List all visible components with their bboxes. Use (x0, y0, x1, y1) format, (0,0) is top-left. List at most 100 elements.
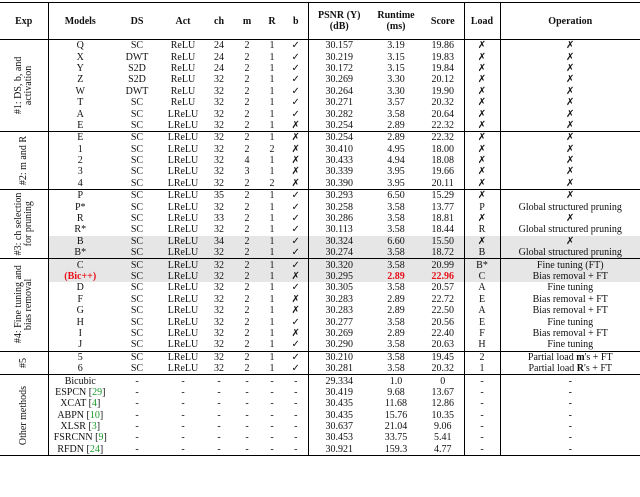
table-cell: 32 (214, 97, 224, 109)
table-cell: 2 (244, 316, 250, 328)
table-cell: 2 (234, 350, 260, 363)
table-row: #3: ch selection for pruning P SC LReLU 35 2 1… (0, 189, 640, 260)
table-cell: 3.58 (387, 201, 405, 213)
table-cell: 30.320 (308, 258, 370, 271)
table-cell: LReLU (162, 235, 204, 248)
table-cell: 32 (214, 305, 224, 317)
table-cell: 32 (214, 74, 224, 86)
table-cell: ✓ (284, 247, 309, 259)
column-header: m (234, 2, 260, 40)
table-cell: ✗ (464, 235, 501, 248)
table-cell: 20.63 (422, 339, 465, 352)
table-cell: 19.83 (422, 51, 465, 63)
table-cell: 2 (464, 350, 501, 363)
table-cell: ✗ (464, 74, 501, 86)
citation: 3 (86, 421, 100, 432)
table-cell: - (245, 398, 249, 410)
table-cell: 2 (244, 177, 250, 189)
table-cell: LReLU (167, 224, 199, 236)
table-cell: Partial load m's + FT (500, 350, 640, 363)
table-cell: 2 (244, 85, 250, 97)
table-cell: 2 (234, 189, 260, 202)
column-header: Runtime (ms) (370, 2, 422, 40)
table-cell: 2 (244, 213, 250, 225)
table-cell: ✗ (464, 131, 501, 144)
table-cell: 3.58 (387, 224, 405, 236)
table-cell: S2D (128, 74, 146, 86)
table-cell: 2 (244, 293, 250, 305)
table-cell: 30.254 (308, 131, 370, 144)
table-cell: 29.334 (308, 374, 370, 387)
column-header: R (260, 2, 284, 40)
table-cell: 30.274 (308, 247, 370, 259)
table-cell: 32 (214, 85, 224, 97)
table-row: E SC LReLU 32 2 1 ✗ 30.254 2.89 22.32 ✗ ✗ (0, 119, 640, 132)
table-cell: SC (130, 282, 144, 294)
table-cell: 30.435 (325, 398, 354, 410)
table-cell: Global structured pruning (518, 224, 622, 236)
table-cell: E (464, 316, 501, 328)
table-cell: 3.95 (387, 166, 405, 178)
table-cell: 6 (77, 363, 83, 375)
table-cell: 19.84 (422, 62, 465, 75)
table-cell: B (464, 247, 501, 259)
table-cell: 1 (260, 350, 284, 363)
table-cell: LReLU (167, 201, 199, 213)
table-cell: 1 (269, 316, 275, 328)
table-cell: 4 (77, 177, 83, 189)
table-cell: ✗ (464, 108, 501, 120)
table-cell: 20.32 (422, 96, 465, 109)
table-cell: 24 (214, 51, 224, 63)
table-cell: - (568, 398, 572, 410)
table-cell: ✗ (566, 213, 575, 225)
table-cell: - (260, 443, 284, 457)
table-cell: 34 (204, 235, 234, 248)
table-cell: - (234, 443, 260, 457)
table-cell: 18.81 (422, 212, 465, 225)
table-cell: Bias removal + FT (532, 327, 608, 339)
table-cell: 2 (244, 143, 250, 155)
table-cell: - (245, 421, 249, 433)
table-cell: 6.60 (370, 235, 422, 248)
table-cell: ✗ (284, 131, 309, 144)
group-cell: #4: Fine tuning and bias removal (0, 258, 49, 352)
table-cell: 32 (214, 224, 224, 236)
table-cell: 32 (204, 258, 234, 271)
table-cell: 22.40 (422, 327, 465, 340)
table-row: #5 5 SC LReLU 32 2 1 ✓ 30.210 3.58 19.45 2 Partial l… (0, 350, 640, 376)
table-cell: SC (130, 108, 144, 120)
table-cell: 1 (269, 305, 275, 317)
table-cell: SC (112, 350, 162, 363)
table-row: 1 SC LReLU 32 2 2 ✗ 30.410 4.95 18.00 ✗ ✗ (0, 143, 640, 155)
table-cell: 2 (244, 327, 250, 339)
table-cell: SC (130, 177, 144, 189)
table-row: G SC LReLU 32 2 1 ✗ 30.283 2.89 22.50 A Bias remova… (0, 304, 640, 317)
table-cell: - (135, 398, 139, 410)
table-cell: 6.50 (370, 189, 422, 202)
table-cell: ✗ (464, 62, 501, 75)
table-cell: 1 (269, 85, 275, 97)
table-cell: ✗ (284, 270, 309, 283)
table-cell: 2 (269, 143, 275, 155)
table-cell: 2.89 (387, 119, 405, 131)
column-header: b (284, 2, 309, 40)
table-cell: 32 (214, 143, 224, 155)
citation: 29 (86, 387, 105, 398)
table-cell: - (217, 398, 221, 410)
citation-number: 10 (89, 409, 100, 421)
group-cell: #5 (0, 350, 49, 376)
table-cell: 22.72 (422, 293, 465, 305)
table-cell: 30.254 (325, 119, 354, 131)
table-cell: Bias removal + FT (500, 270, 640, 283)
table-cell: ✗ (464, 39, 501, 52)
table-cell: 1 (77, 143, 83, 155)
table-cell: SC (130, 119, 144, 131)
table-cell: - (270, 386, 274, 398)
table-cell: SC (112, 189, 162, 202)
table-cell: Bias removal + FT (532, 293, 608, 305)
table-cell: - (284, 386, 309, 399)
